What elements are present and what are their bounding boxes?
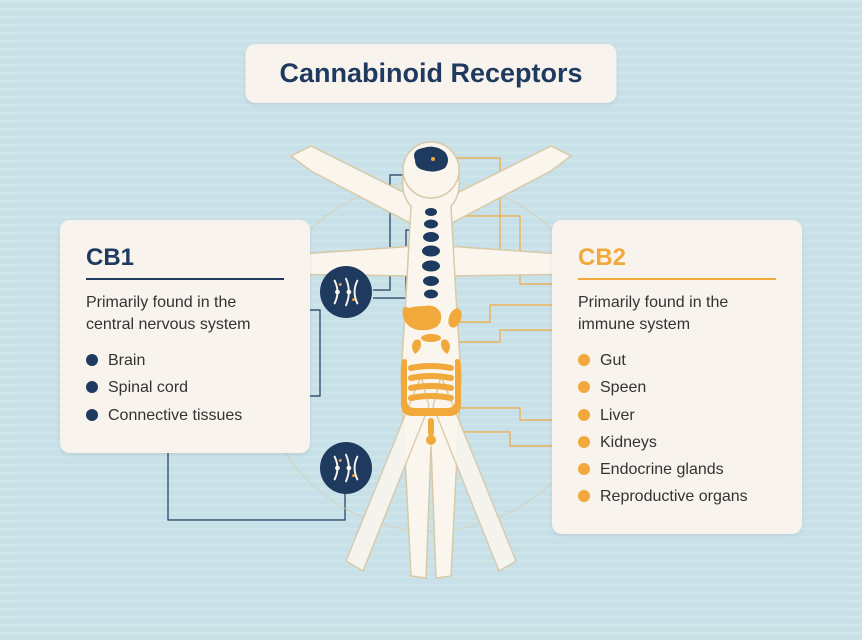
receptor-icon xyxy=(320,266,372,318)
title-box: Cannabinoid Receptors xyxy=(245,44,616,103)
cb2-rule xyxy=(578,278,776,280)
list-item: Connective tissues xyxy=(86,402,284,429)
cb2-heading: CB2 xyxy=(578,244,776,272)
cb1-heading: CB1 xyxy=(86,244,284,272)
list-item: Reproductive organs xyxy=(578,483,776,510)
list-item: Spinal cord xyxy=(86,374,284,401)
receptor-icon xyxy=(320,442,372,494)
list-item: Speen xyxy=(578,374,776,401)
list-item: Liver xyxy=(578,402,776,429)
list-item: Brain xyxy=(86,347,284,374)
list-item: Endocrine glands xyxy=(578,456,776,483)
cb2-panel: CB2 Primarily found in the immune system… xyxy=(552,220,802,534)
cb1-description: Primarily found in the central nervous s… xyxy=(86,292,284,335)
cb1-items: Brain Spinal cord Connective tissues xyxy=(86,347,284,429)
list-item: Kidneys xyxy=(578,429,776,456)
cb1-panel: CB1 Primarily found in the central nervo… xyxy=(60,220,310,453)
cb2-items: Gut Speen Liver Kidneys Endocrine glands… xyxy=(578,347,776,510)
list-item: Gut xyxy=(578,347,776,374)
page-title: Cannabinoid Receptors xyxy=(279,58,582,89)
infographic-canvas: Cannabinoid Receptors xyxy=(0,0,862,640)
cb1-rule xyxy=(86,278,284,280)
cb2-description: Primarily found in the immune system xyxy=(578,292,776,335)
